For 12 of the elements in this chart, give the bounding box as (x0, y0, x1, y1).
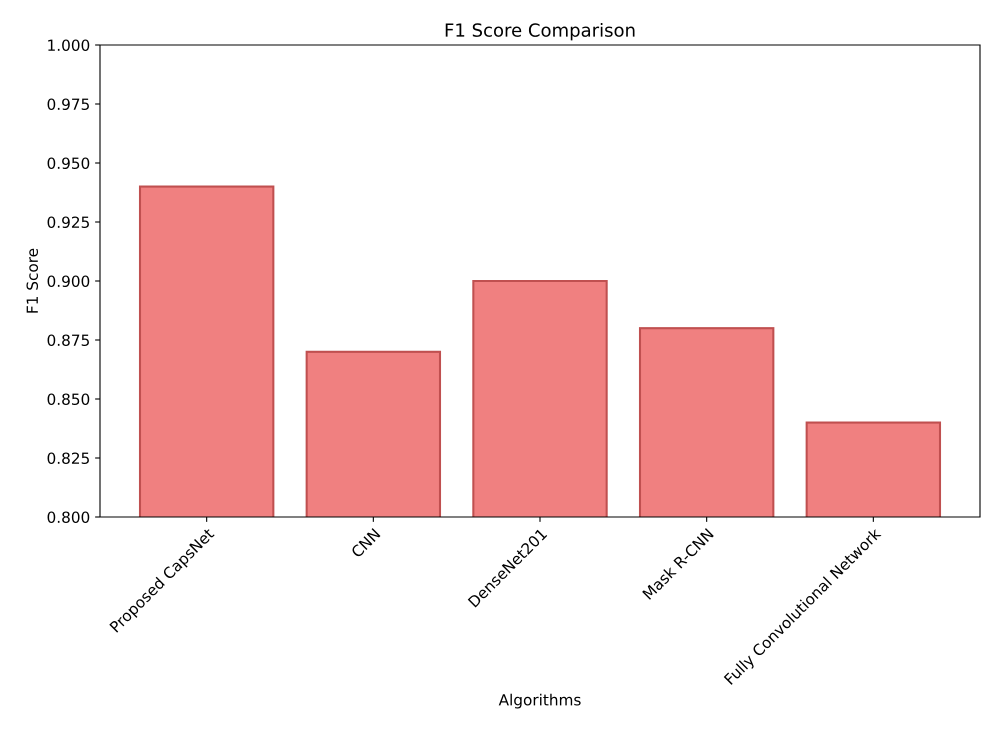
x-axis-title: Algorithms (498, 694, 581, 709)
y-tick-label: 0.975 (48, 98, 89, 110)
y-tick-label: 0.900 (48, 275, 90, 288)
y-tick-label: 0.925 (48, 216, 89, 228)
chart-title: F1 Score Comparison (446, 22, 634, 40)
y-tick-label: 0.825 (48, 452, 89, 464)
y-tick-label: 0.950 (48, 157, 90, 170)
y-tick-label: 0.875 (48, 334, 89, 346)
y-tick-label: 0.800 (48, 511, 90, 524)
y-tick-label: 1.000 (48, 39, 90, 52)
y-axis-title: F1 Score (26, 248, 38, 313)
y-tick-label: 0.850 (48, 393, 90, 406)
